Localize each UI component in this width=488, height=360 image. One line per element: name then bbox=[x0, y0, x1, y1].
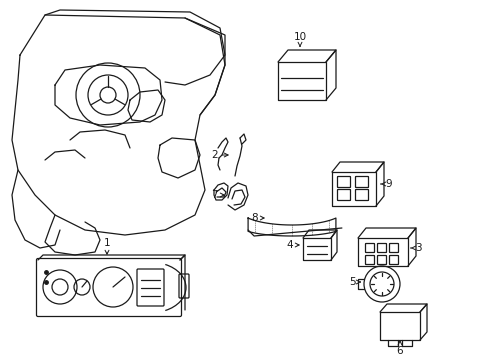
Text: 9: 9 bbox=[380, 179, 391, 189]
Text: 1: 1 bbox=[103, 238, 110, 254]
Text: 2: 2 bbox=[211, 150, 228, 160]
Text: 4: 4 bbox=[286, 240, 299, 250]
Text: 6: 6 bbox=[396, 341, 403, 356]
Text: 5: 5 bbox=[348, 277, 360, 287]
Text: 3: 3 bbox=[410, 243, 421, 253]
Text: 10: 10 bbox=[293, 32, 306, 46]
Text: 7: 7 bbox=[211, 190, 224, 200]
Text: 8: 8 bbox=[251, 213, 264, 223]
